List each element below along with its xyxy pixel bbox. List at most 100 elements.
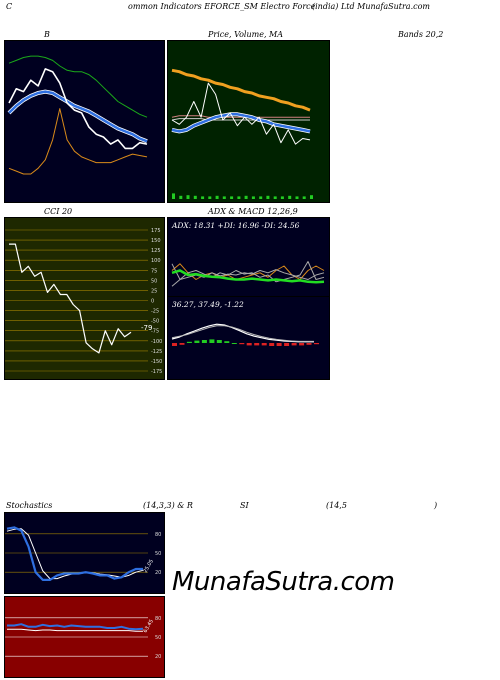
rsi-tick-label: 20 [155,654,161,660]
volume-bar [273,196,277,199]
ma-short-line [171,113,311,133]
bollinger-middle-band [8,90,148,143]
macd-signal-line [171,325,314,342]
stochastics-tick-label: 50 [155,551,161,557]
adx-signal-line [171,263,325,280]
bollinger-title: B [44,30,50,39]
watermark: MunafaSutra.com [172,567,395,597]
macd-histogram-bar [291,343,297,346]
volume-bar [251,196,255,199]
cci-chart: 175 150 125 100 75 50 25 0 -25 -50 -75 -100 -125 -150… [5,228,162,375]
volume-bar [244,195,248,199]
cci-tick-label: -125 [151,349,162,355]
macd-histogram-bar [186,341,192,343]
rsi-title: SI [240,501,249,510]
macd-histogram-bar [269,343,275,346]
macd-histogram-bar [209,339,215,343]
cci-tick-label: -25 [151,309,159,315]
adx-readout: ADX: 18.31 +DI: 16.96 -DI: 24.56 [171,221,300,230]
price-volume-ma-panel [167,40,330,203]
macd-panel: 36.27, 37.49, -1.22 [167,296,330,380]
macd-histogram-bar [179,343,185,345]
rsi-signal-line [7,628,143,632]
cci-tick-label: 175 [151,228,161,234]
cci-tick-label: 100 [151,258,161,264]
macd-histogram-bar [254,343,260,346]
cci-tick-label: -100 [151,339,162,345]
volume-bar [186,195,190,199]
stochastics-title: Stochastics [6,501,53,510]
cci-tick-label: -50 [151,319,159,325]
volume-bar [295,196,299,199]
stochastics-chart: 80 50 20 25.05 [5,526,161,582]
rsi-line [7,623,144,631]
cci-tick-label: 125 [151,248,161,254]
header-left: C [6,2,13,11]
macd-readout: 36.27, 37.49, -1.22 [172,300,244,309]
volume-bar [266,195,270,199]
macd-histogram-bar [194,340,200,343]
stochastics-tick-label: 80 [155,532,161,538]
volume-bar [179,195,183,199]
rsi-tick-label: 80 [155,616,161,622]
bollinger-title-right: Bands 20,2 [398,30,444,39]
price-volume-ma-title: Price, Volume, MA [208,30,284,39]
adx-panel: ADX: 18.31 +DI: 16.96 -DI: 24.56 [167,217,330,297]
cci-tick-label: 25 [151,288,157,294]
stochastics-d-line [6,528,144,580]
cci-value-label: -79 [141,324,152,332]
rsi-params-close: ) [434,501,438,510]
stochastics-panel: 80 50 20 25.05 [4,512,165,594]
stochastics-params: (14,3,3) & R [143,501,193,510]
macd-histogram-bar [239,343,245,345]
stochastics-value-label: 25.05 [143,559,155,574]
cci-line [9,243,132,354]
macd-chart: 36.27, 37.49, -1.22 [171,300,319,346]
header-source: (india) Ltd MunafaSutra.com [312,2,430,11]
cci-tick-label: -75 [151,329,159,335]
cci-tick-label: 150 [151,238,161,244]
bollinger-lower-band [8,108,148,175]
bollinger-panel [4,40,165,203]
macd-histogram-bar [246,343,252,346]
volume-bar [302,196,306,199]
rsi-tick-label: 50 [155,635,161,641]
rsi-value-label: 63.45 [143,619,155,634]
volume-bar [172,193,175,199]
ma-slow-line [171,115,310,118]
cci-tick-label: 75 [151,268,157,274]
macd-histogram-bar [276,343,282,346]
cci-tick-label: 50 [151,278,157,284]
macd-histogram-bar [231,343,237,344]
volume-bar [193,195,197,199]
volume-bar [215,195,219,199]
rsi-panel: 80 50 20 63.45 [4,596,165,678]
volume-bar [280,196,284,199]
header-title: ommon Indicators EFORCE_SM Electro Force [128,2,316,11]
volume-bar [208,196,212,199]
volume-bar [222,196,226,199]
bollinger-chart [7,55,148,175]
price-volume-ma-chart [171,68,313,199]
bollinger-price-line [8,68,148,150]
bollinger-upper-band [8,55,148,118]
macd-histogram-bar [224,341,230,343]
volume-bar [288,195,292,199]
cci-tick-label: -175 [151,369,162,375]
volume-bar [230,196,234,199]
macd-histogram-bar [201,340,207,343]
stochastics-tick-label: 20 [155,570,161,576]
volume-bar [310,195,313,199]
rsi-chart: 80 50 20 63.45 [5,616,161,660]
macd-histogram-bar [172,343,177,346]
bollinger-middle-band-halo [7,89,148,144]
macd-histogram-bar [284,343,290,346]
cci-tick-label: -150 [151,359,162,365]
cci-panel: 175 150 125 100 75 50 25 0 -25 -50 -75 -100 -125 -150… [4,217,165,380]
stochastics-k-line [6,526,143,582]
macd-histogram-bar [216,340,222,343]
cci-tick-label: 0 [151,299,154,305]
ma-slow-line-2 [171,118,310,121]
macd-histogram-bar [314,343,319,345]
volume-bar [201,196,205,199]
